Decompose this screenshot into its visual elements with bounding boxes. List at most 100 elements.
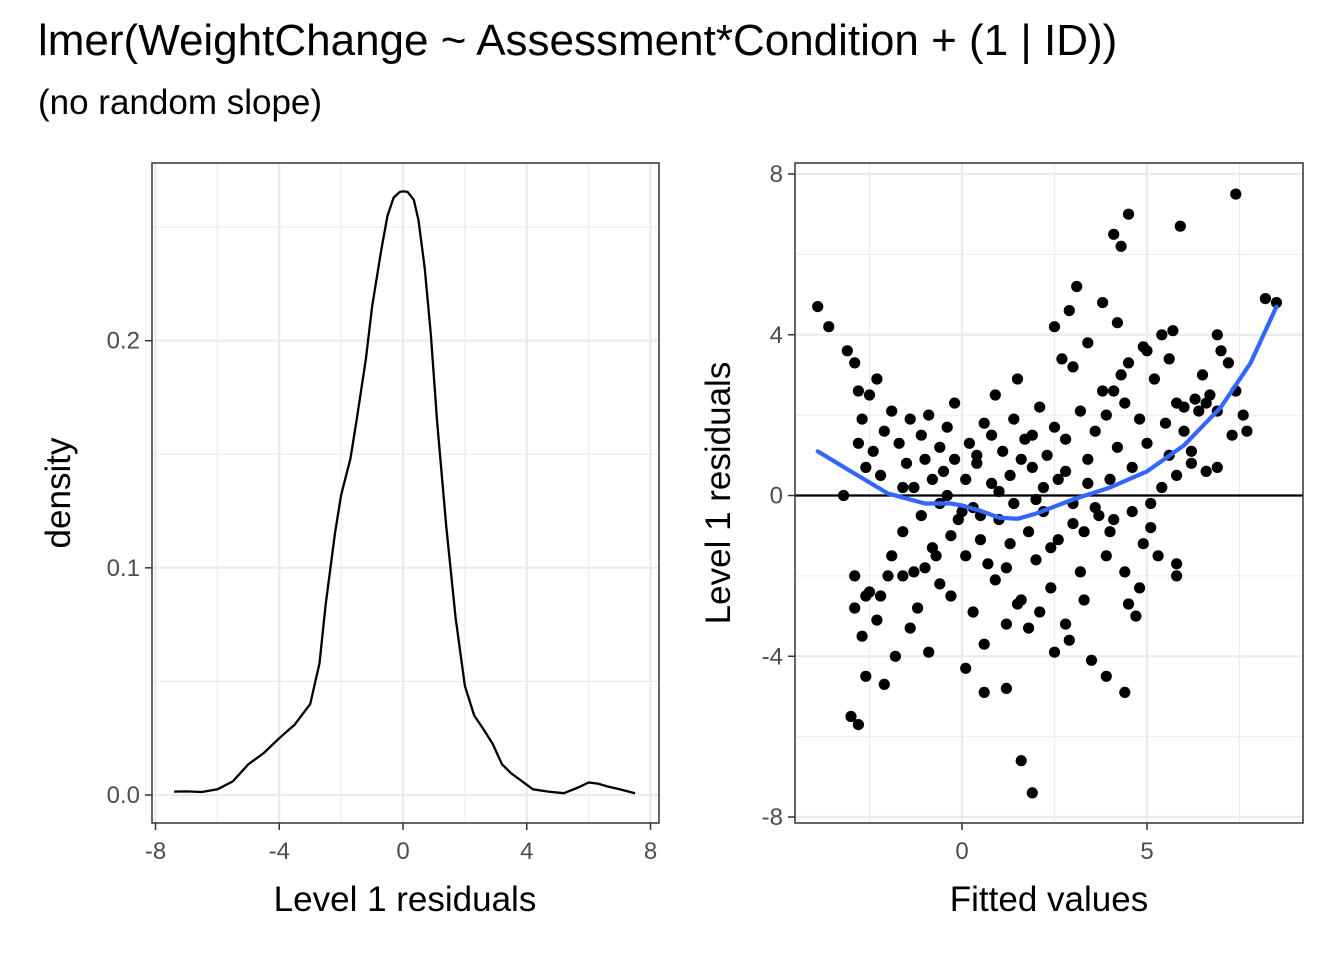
residual-point [863,586,876,598]
residual-point [1071,280,1083,293]
residual-point [1082,453,1094,465]
residual-point [878,425,890,437]
residual-point [971,457,983,469]
density-y-tick-label: 0.1 [107,555,140,582]
residual-point [845,710,857,723]
residual-point [1156,329,1168,341]
residual-point [989,389,1001,401]
residual-point [1171,558,1183,570]
residual-point [1100,409,1112,421]
residual-point [993,485,1005,498]
residual-point [1011,373,1024,385]
density-x-axis-title: Level 1 residuals [274,880,537,919]
residual-point [1134,582,1146,594]
residual-y-tick-label: -8 [762,804,783,831]
residual-x-tick-label: 5 [1140,838,1153,865]
residual-point [1145,522,1157,534]
residual-point [1026,461,1038,473]
residual-point [849,570,861,582]
residual-point [1045,542,1057,554]
chart-subtitle: (no random slope) [38,83,322,122]
residual-y-tick-label: 0 [770,483,783,510]
residual-point [1100,550,1112,562]
residual-point [915,509,927,522]
residual-marks [795,188,1303,799]
residual-point [893,437,905,449]
residual-point [875,590,887,602]
residual-point [852,385,865,397]
residual-point [941,421,953,433]
residual-point [1082,337,1094,349]
residual-point [971,449,983,461]
residual-point [974,534,987,546]
residual-point [960,550,972,562]
residual-point [1104,473,1116,485]
residual-point [1023,622,1035,634]
residual-point [1004,469,1016,481]
residual-point [886,405,898,417]
residual-point [989,574,1001,586]
residual-point [1200,397,1212,409]
residual-point [1000,682,1013,695]
residual-point [1037,481,1049,494]
residual-point [1030,493,1042,506]
residual-point [1067,518,1079,530]
residual-point [1174,220,1186,232]
residual-point [1259,293,1271,305]
residual-point [934,578,946,590]
residual-point [1004,538,1016,550]
residual-point [945,590,957,602]
residual-point [1152,550,1164,562]
residual-point [1108,228,1120,240]
residual-point [900,457,913,469]
residual-point [1111,441,1123,453]
residual-point [1015,453,1027,465]
residual-point [937,465,950,477]
residual-point [1082,477,1094,489]
residual-point [963,437,976,449]
residual-point [1056,353,1068,365]
residual-point [871,373,883,385]
residual-point [1093,509,1105,522]
residual-point [1134,413,1146,425]
residual-point [1126,506,1138,518]
residual-point [1241,425,1253,437]
residual-point [1052,534,1064,546]
residual-point [1048,421,1061,433]
residual-point [960,473,972,485]
residual-point [1063,305,1075,317]
residual-point [1008,413,1020,425]
residual-panel: 0 5 -8 -4 0 4 8 Fitted values Level 1 residual… [699,161,1304,919]
residual-y-axis-title: Level 1 residuals [699,362,738,625]
residual-point [1171,570,1183,582]
residual-point [926,473,939,485]
residual-point [1078,594,1090,606]
residual-point [1052,473,1064,485]
density-y-axis-title: density [39,437,78,548]
residual-point [1000,618,1013,630]
residual-point [904,622,916,634]
residual-point [1189,393,1201,405]
residual-point [1008,497,1020,510]
residual-point [956,506,968,518]
residual-point [1122,357,1135,369]
residual-point [1015,755,1027,767]
residual-point [949,397,961,409]
residual-point [849,357,861,369]
residual-point [838,489,850,502]
residual-point [1097,297,1109,309]
density-x-tick-label: 4 [520,838,533,865]
residual-axes: 0 5 -8 -4 0 4 8 [762,161,1154,865]
density-panel-border [151,162,660,824]
residual-point [1111,317,1123,329]
residual-point [1063,634,1075,646]
density-x-tick-label: -4 [269,838,290,865]
residual-point [897,481,909,494]
residual-point [919,562,931,574]
residual-point [1211,329,1223,341]
residual-point [860,670,872,682]
density-marks [174,190,636,795]
residual-point [1089,425,1101,437]
residual-point [1178,401,1190,413]
